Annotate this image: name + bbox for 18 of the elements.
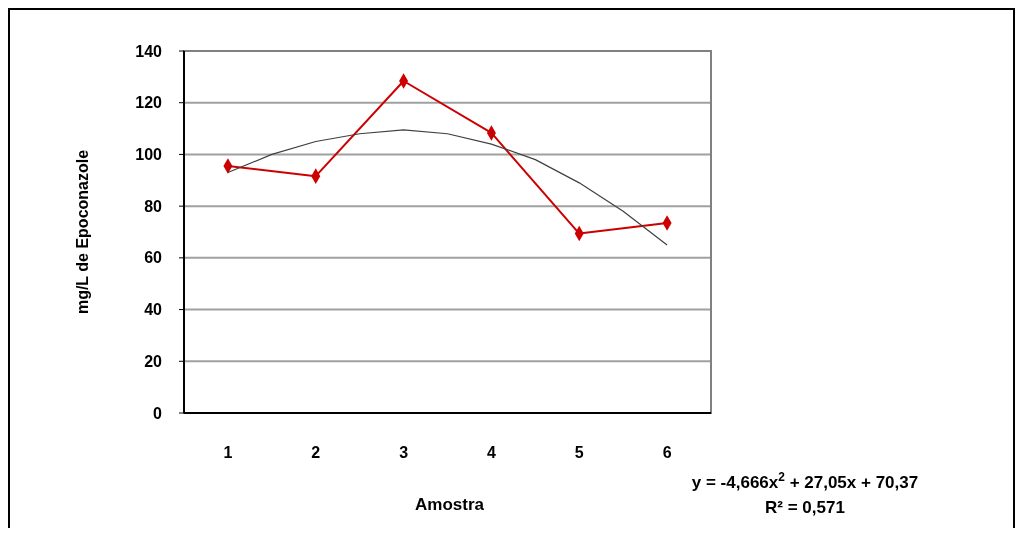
y-tick-label: 40: [144, 301, 163, 319]
y-tick-label: 140: [135, 42, 163, 60]
x-tick-label: 6: [662, 444, 672, 461]
x-tick-label: 1: [223, 444, 233, 461]
x-tick-label: 4: [486, 444, 496, 461]
y-tick-label: 0: [153, 404, 163, 422]
y-tick-label: 60: [144, 249, 163, 267]
text: y = -4,666x$^{2}$ + 27,05x + 70,37: [691, 470, 919, 492]
x-axis-title: Amostra: [415, 495, 485, 514]
x-tick-label: 3: [399, 444, 409, 461]
x-tick-label: 5: [574, 444, 584, 461]
x-tick-label: 2: [311, 444, 321, 461]
y-tick-label: 100: [135, 146, 163, 164]
y-tick-label: 80: [144, 197, 163, 215]
y-axis-title: mg/L de Epoconazole: [74, 149, 91, 315]
y-tick-label: 120: [135, 94, 163, 112]
y-tick-label: 20: [144, 352, 163, 370]
text: R² = 0,571: [765, 498, 845, 517]
